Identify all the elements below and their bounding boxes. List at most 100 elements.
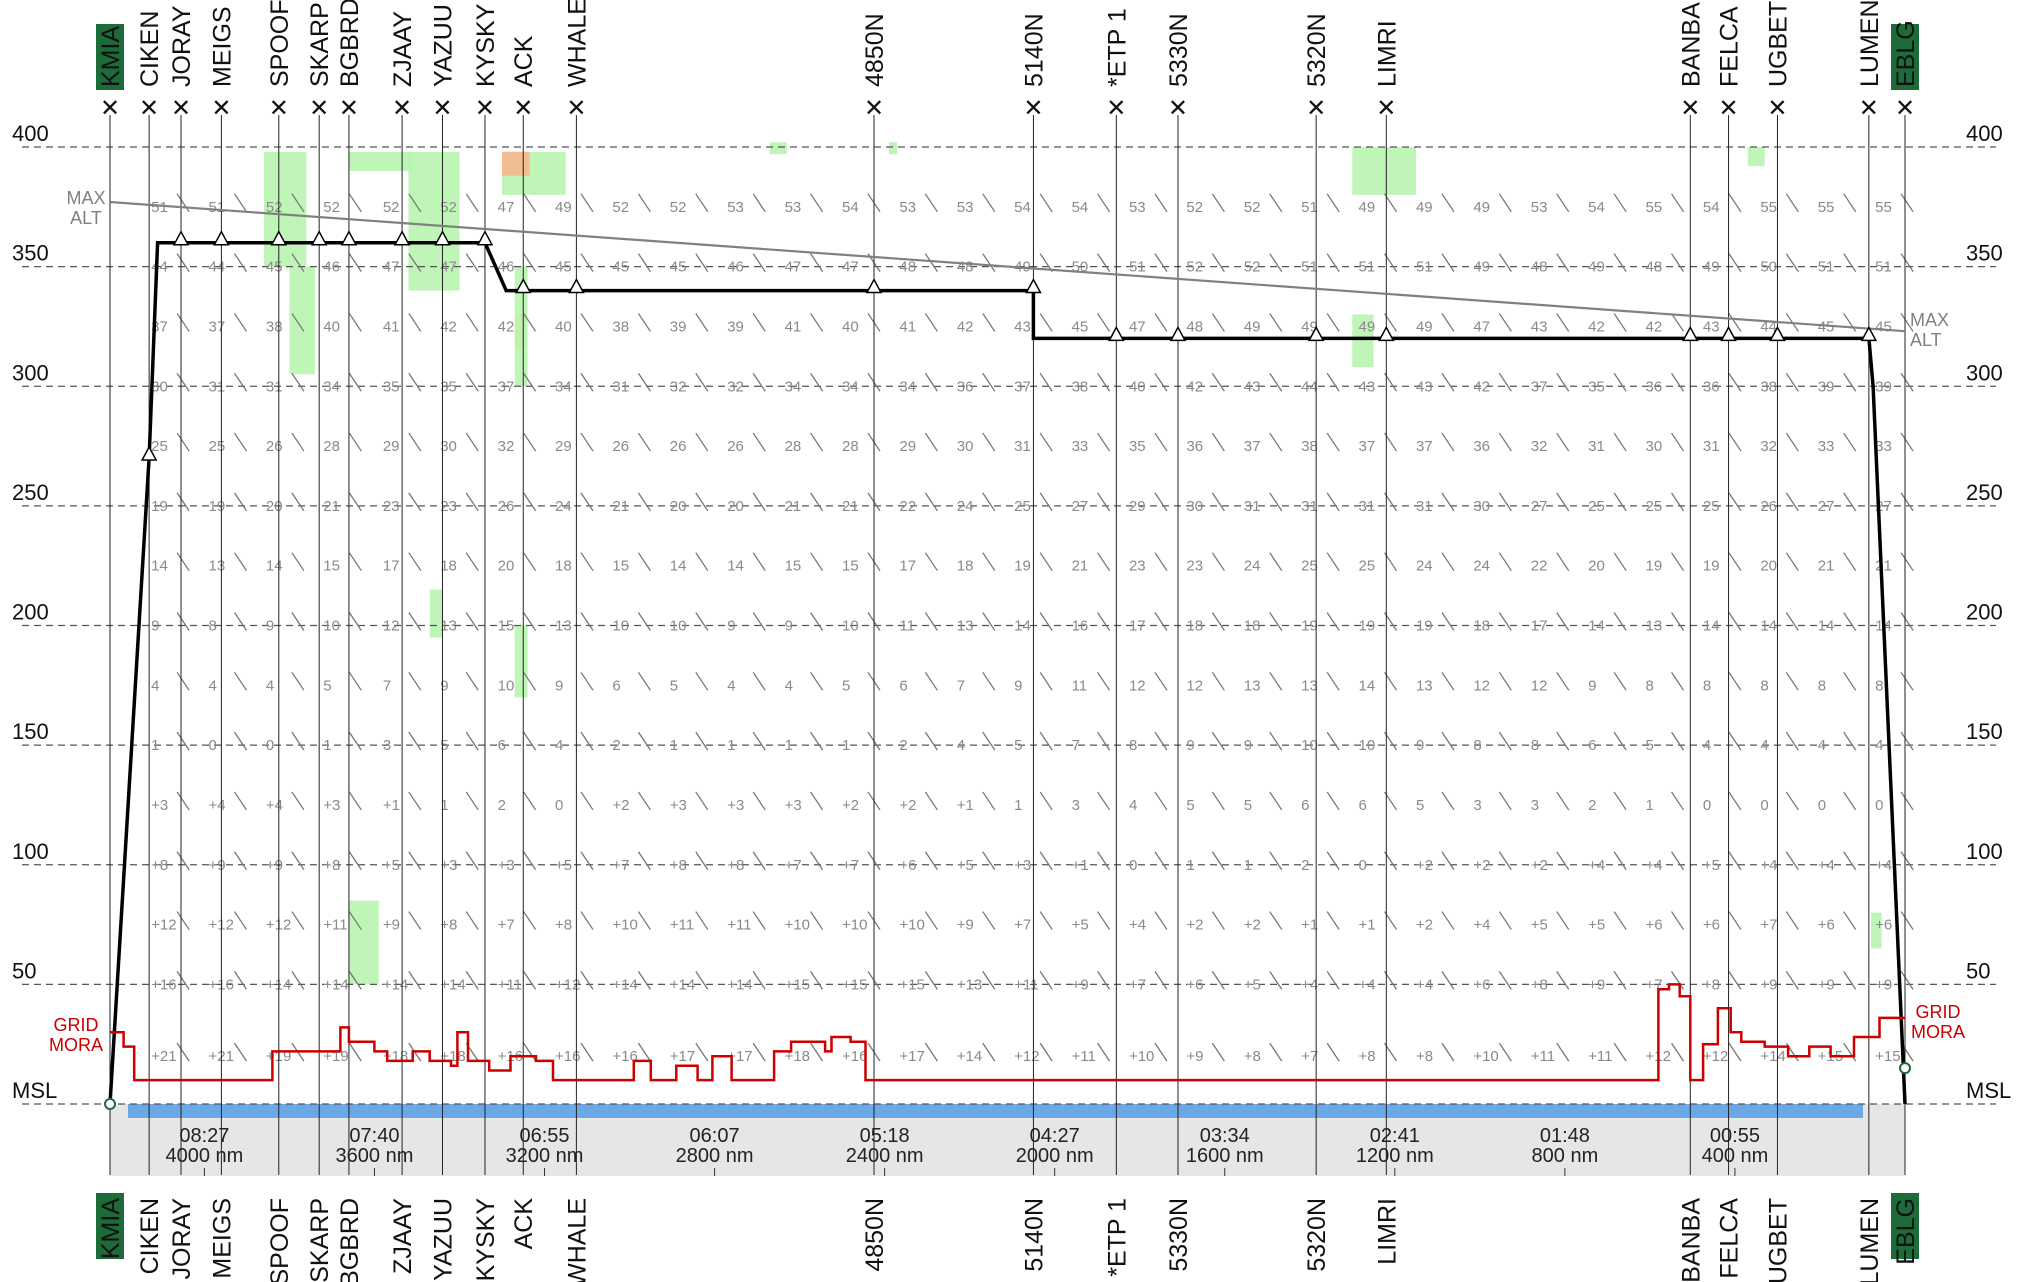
wind-barb xyxy=(523,612,537,631)
wind-barb xyxy=(465,671,479,691)
altitude-label-left: 100 xyxy=(12,839,49,864)
temperature-label: +2 xyxy=(899,797,916,814)
wind-barb xyxy=(523,731,537,751)
wind-barb xyxy=(695,193,709,213)
temperature-label: 35 xyxy=(383,378,400,395)
route-waypoint-marker xyxy=(1860,325,1878,342)
wind-barb xyxy=(637,612,651,631)
wind-barb xyxy=(695,253,709,272)
temperature-label: 20 xyxy=(498,558,515,575)
temperature-label: 52 xyxy=(1186,259,1203,276)
wind-barb xyxy=(580,911,594,930)
wind-barb xyxy=(1154,851,1168,871)
wind-barb xyxy=(924,492,938,512)
wind-barb xyxy=(176,971,190,990)
temperature-label: 24 xyxy=(957,498,974,515)
temperature-label: 39 xyxy=(727,318,744,335)
temperature-label: 10 xyxy=(498,677,515,694)
temperature-label: +4 xyxy=(1760,857,1777,874)
wind-barb xyxy=(924,911,938,930)
temperature-label: +8 xyxy=(555,917,572,934)
wind-barb xyxy=(176,253,190,272)
wind-barb xyxy=(1211,313,1225,332)
temperature-label: 4 xyxy=(957,737,965,754)
temperature-label: 0 xyxy=(1703,797,1711,814)
temperature-label: 8 xyxy=(1703,677,1711,694)
altitude-label-left: MSL xyxy=(12,1078,57,1103)
temperature-label: 0 xyxy=(1359,857,1367,874)
wind-barb xyxy=(1211,253,1225,272)
temperature-label: +14 xyxy=(1760,1048,1785,1065)
wind-barb xyxy=(637,372,651,392)
turbulence-patch xyxy=(1747,147,1765,167)
temperature-label: 18 xyxy=(1473,618,1490,635)
wind-barb xyxy=(348,552,362,572)
wind-barb xyxy=(1039,193,1053,213)
temperature-label: 38 xyxy=(612,318,629,335)
wind-barb xyxy=(408,612,422,631)
wind-barb xyxy=(1039,492,1053,512)
wind-barb xyxy=(1728,552,1742,572)
temperature-label: +4 xyxy=(1359,976,1376,993)
wind-barb xyxy=(1900,851,1914,871)
wind-barb xyxy=(1556,253,1570,272)
route-waypoint-marker xyxy=(213,230,230,246)
temperature-label: +2 xyxy=(1416,917,1433,934)
wind-barb xyxy=(1556,193,1570,213)
temperature-label: 14 xyxy=(727,558,744,575)
wind-barb xyxy=(1326,971,1340,990)
temperature-label: 1 xyxy=(1646,797,1654,814)
temperature-label: +17 xyxy=(727,1048,752,1065)
wind-barb xyxy=(1843,731,1857,751)
wind-barb xyxy=(1154,791,1168,811)
temperature-label: 39 xyxy=(670,318,687,335)
temperature-label: 17 xyxy=(1531,618,1548,635)
wind-barb xyxy=(1670,372,1685,392)
wind-barb xyxy=(1097,253,1111,272)
wind-barb xyxy=(348,253,362,272)
grid-mora-line xyxy=(110,983,1905,1082)
temperature-label: 43 xyxy=(1244,378,1261,395)
wind-barb xyxy=(1670,791,1685,811)
wind-barb xyxy=(523,851,537,871)
temperature-label: +3 xyxy=(1014,857,1031,874)
wind-barb xyxy=(233,492,248,512)
wind-barb xyxy=(1441,313,1455,332)
temperature-label: 1 xyxy=(323,737,331,754)
temperature-label: 16 xyxy=(1072,618,1089,635)
temperature-label: 25 xyxy=(1646,498,1663,515)
temperature-label: 26 xyxy=(727,438,744,455)
temperature-label: +7 xyxy=(1301,1048,1318,1065)
temperature-label: 14 xyxy=(1359,677,1376,694)
temperature-label: +8 xyxy=(670,857,687,874)
wind-barb xyxy=(291,193,305,213)
temperature-label: 11 xyxy=(1072,677,1088,694)
wind-barb xyxy=(176,791,190,811)
temperature-label: 13 xyxy=(555,618,572,635)
wind-barb xyxy=(523,1042,537,1062)
wind-barb xyxy=(810,791,824,811)
wind-barb xyxy=(523,432,537,452)
wind-barb xyxy=(1613,432,1627,452)
wind-barb xyxy=(1785,432,1799,452)
wind-barb xyxy=(580,313,594,332)
temperature-label: +6 xyxy=(1473,976,1490,993)
wind-barb xyxy=(752,671,766,691)
wind-barb xyxy=(752,612,766,631)
wind-barb xyxy=(465,432,479,452)
temperature-label: +6 xyxy=(1186,976,1203,993)
temperature-label: +14 xyxy=(957,1048,982,1065)
distance-label: 4000 nm xyxy=(165,1145,243,1167)
waypoint-marker: ✕ xyxy=(1680,94,1700,122)
wind-barb xyxy=(465,313,479,332)
wind-barb xyxy=(1843,552,1857,572)
temperature-label: 21 xyxy=(842,498,859,515)
temperature-label: 53 xyxy=(785,199,802,216)
temperature-label: +9 xyxy=(209,857,226,874)
elapsed-time-label: 08:27 xyxy=(179,1125,229,1147)
waypoint-label-top: KMIA xyxy=(97,26,125,87)
wind-barb xyxy=(1498,851,1512,871)
wind-barb xyxy=(1441,372,1455,392)
temperature-label: 31 xyxy=(1244,498,1261,515)
temperature-label: +8 xyxy=(1244,1048,1261,1065)
